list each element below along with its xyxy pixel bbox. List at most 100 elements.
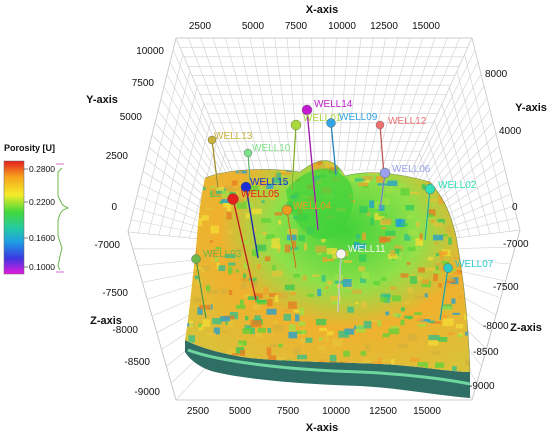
- well-trajectory-shadow: [286, 209, 297, 269]
- well-label: WELL14: [314, 99, 353, 110]
- x-axis-title-top: X-axis: [306, 4, 338, 16]
- well-marker[interactable]: [243, 148, 253, 158]
- x-top-tick: 12500: [370, 21, 398, 32]
- y-left-tick: 2500: [106, 151, 129, 162]
- porosity-legend: Porosity [U] 0.2800 0.2200 0.1600 0.1000: [3, 143, 70, 275]
- x-top-tick: 5000: [242, 21, 265, 32]
- well-well01[interactable]: WELL01: [290, 113, 342, 191]
- well-marker[interactable]: [443, 263, 453, 273]
- well-trajectory-shadow: [330, 122, 337, 176]
- well-label: WELL01: [303, 113, 342, 124]
- well-trajectory-shadow: [306, 109, 319, 231]
- well-marker[interactable]: [207, 135, 217, 145]
- y-right-tick: 0: [512, 202, 518, 213]
- z-left-tick: -8500: [124, 357, 150, 368]
- well-trajectory-shadow: [195, 258, 207, 319]
- y-left-tick: 5000: [120, 112, 143, 123]
- z-right-tick: -9000: [469, 381, 495, 392]
- surface-side-wall: [185, 340, 470, 398]
- well-marker[interactable]: [240, 181, 252, 193]
- legend-tick-label: 0.1600: [29, 233, 55, 243]
- well-label: WELL07: [455, 259, 494, 270]
- x-bottom-tick: 5000: [229, 406, 252, 417]
- well-marker[interactable]: [379, 167, 391, 179]
- y-left-tick: 10000: [136, 46, 164, 57]
- legend-histogram: [57, 167, 70, 271]
- well-label: WELL06: [392, 164, 431, 175]
- well-well02[interactable]: WELL02: [424, 180, 477, 241]
- well-well13[interactable]: WELL13: [207, 131, 253, 189]
- x-bottom-tick: 10000: [322, 406, 350, 417]
- y-axis-title-left: Y-axis: [86, 94, 118, 106]
- y-left-tick: 0: [111, 202, 117, 213]
- well-well14[interactable]: WELL14: [301, 99, 353, 231]
- well-marker[interactable]: [424, 183, 436, 195]
- well-well04[interactable]: WELL04: [281, 201, 332, 269]
- well-well07[interactable]: WELL07: [439, 259, 494, 321]
- well-trajectory-shadow: [291, 124, 297, 191]
- well-trajectory-shadow: [232, 198, 257, 301]
- well-label: WELL15: [250, 177, 289, 188]
- z-left-tick: -8000: [112, 325, 138, 336]
- legend-tick-label: 0.1000: [29, 262, 55, 272]
- well-label: WELL03: [203, 249, 242, 260]
- well-well06[interactable]: WELL06: [379, 164, 431, 211]
- well-label: WELL02: [438, 180, 477, 191]
- x-bottom-tick: 15000: [413, 406, 441, 417]
- legend-colorbar: [3, 160, 25, 275]
- well-label: WELL12: [388, 116, 427, 127]
- well-trajectory-shadow: [424, 188, 431, 241]
- well-well10[interactable]: WELL10: [243, 143, 291, 181]
- x-top-tick: 15000: [412, 21, 440, 32]
- well-label: WELL13: [214, 131, 253, 142]
- well-trajectory-shadow: [379, 172, 386, 211]
- legend-tick-label: 0.2200: [29, 197, 55, 207]
- y-axis-title-right: Y-axis: [515, 102, 547, 114]
- well-trajectory-shadow: [247, 152, 251, 181]
- well-marker[interactable]: [281, 204, 293, 216]
- well-trajectory-shadow: [245, 186, 259, 259]
- x-axis-title-bottom: X-axis: [306, 422, 338, 434]
- well-well03[interactable]: WELL03: [191, 249, 242, 319]
- well-trajectory-shadow: [379, 124, 385, 176]
- well-well12[interactable]: WELL12: [375, 116, 427, 176]
- x-top-tick: 2500: [189, 21, 212, 32]
- well-marker[interactable]: [326, 118, 336, 128]
- well-marker[interactable]: [301, 104, 313, 116]
- z-axis-title-right: Z-axis: [510, 322, 542, 334]
- x-bottom-tick: 2500: [187, 406, 210, 417]
- well-marker[interactable]: [227, 193, 239, 205]
- z-left-tick: -9000: [134, 387, 160, 398]
- z-right-tick: -8000: [483, 321, 509, 332]
- well-label: WELL11: [348, 244, 386, 255]
- x-bottom-tick: 7500: [277, 406, 300, 417]
- well-label: WELL04: [293, 201, 332, 212]
- well-trajectory-shadow: [211, 139, 219, 189]
- well-label: WELL10: [252, 143, 291, 154]
- well-marker[interactable]: [191, 254, 201, 264]
- well-well15[interactable]: WELL15: [240, 177, 289, 259]
- well-marker[interactable]: [375, 120, 385, 130]
- z-right-tick: -7500: [493, 282, 519, 293]
- well-marker[interactable]: [290, 119, 302, 131]
- well-well09[interactable]: WELL09: [326, 112, 378, 176]
- z-right-tick: -8500: [473, 347, 499, 358]
- surface-outline: [204, 160, 471, 373]
- x-bottom-tick: 12500: [369, 406, 397, 417]
- x-top-tick: 10000: [328, 21, 356, 32]
- surface-side-band: [187, 348, 471, 386]
- well-well11[interactable]: WELL11: [335, 244, 386, 313]
- y-left-tick: 7500: [132, 78, 155, 89]
- well-trajectory-shadow: [439, 267, 449, 321]
- well-well05[interactable]: WELL05: [227, 189, 280, 301]
- legend-title: Porosity [U]: [4, 143, 55, 153]
- well-marker[interactable]: [335, 248, 347, 260]
- well-label: WELL09: [339, 112, 378, 123]
- y-right-tick: 4000: [499, 126, 522, 137]
- z-axis-title-left: Z-axis: [90, 315, 122, 327]
- z-left-tick: -7000: [94, 240, 120, 251]
- porosity-surface: [185, 160, 470, 372]
- well-trajectory-shadow: [337, 253, 342, 313]
